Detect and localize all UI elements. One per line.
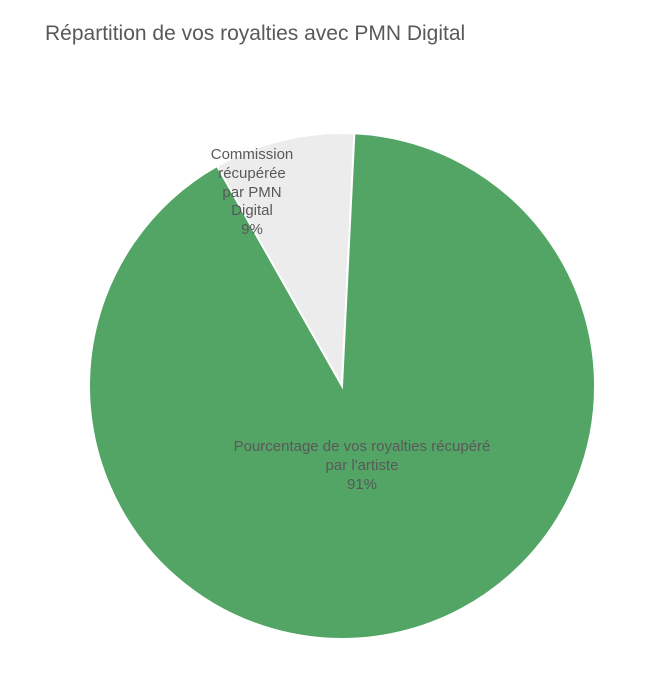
slice-label-line: Pourcentage de vos royalties récupéré <box>234 438 491 455</box>
pie-svg <box>82 118 602 638</box>
slice-label-line: 9% <box>241 221 263 238</box>
pie-chart: Commission récupérée par PMN Digital 9% … <box>82 118 602 638</box>
slice-label-commission: Commission récupérée par PMN Digital 9% <box>192 146 312 240</box>
slice-label-line: par PMN <box>222 184 281 201</box>
slice-label-artist: Pourcentage de vos royalties récupéré pa… <box>222 438 502 494</box>
slice-label-line: récupérée <box>218 165 286 182</box>
slice-label-line: 91% <box>347 476 377 493</box>
slice-label-line: Digital <box>231 202 273 219</box>
slice-label-line: Commission <box>211 146 294 163</box>
slice-label-line: par l'artiste <box>326 457 399 474</box>
chart-title: Répartition de vos royalties avec PMN Di… <box>45 22 465 46</box>
